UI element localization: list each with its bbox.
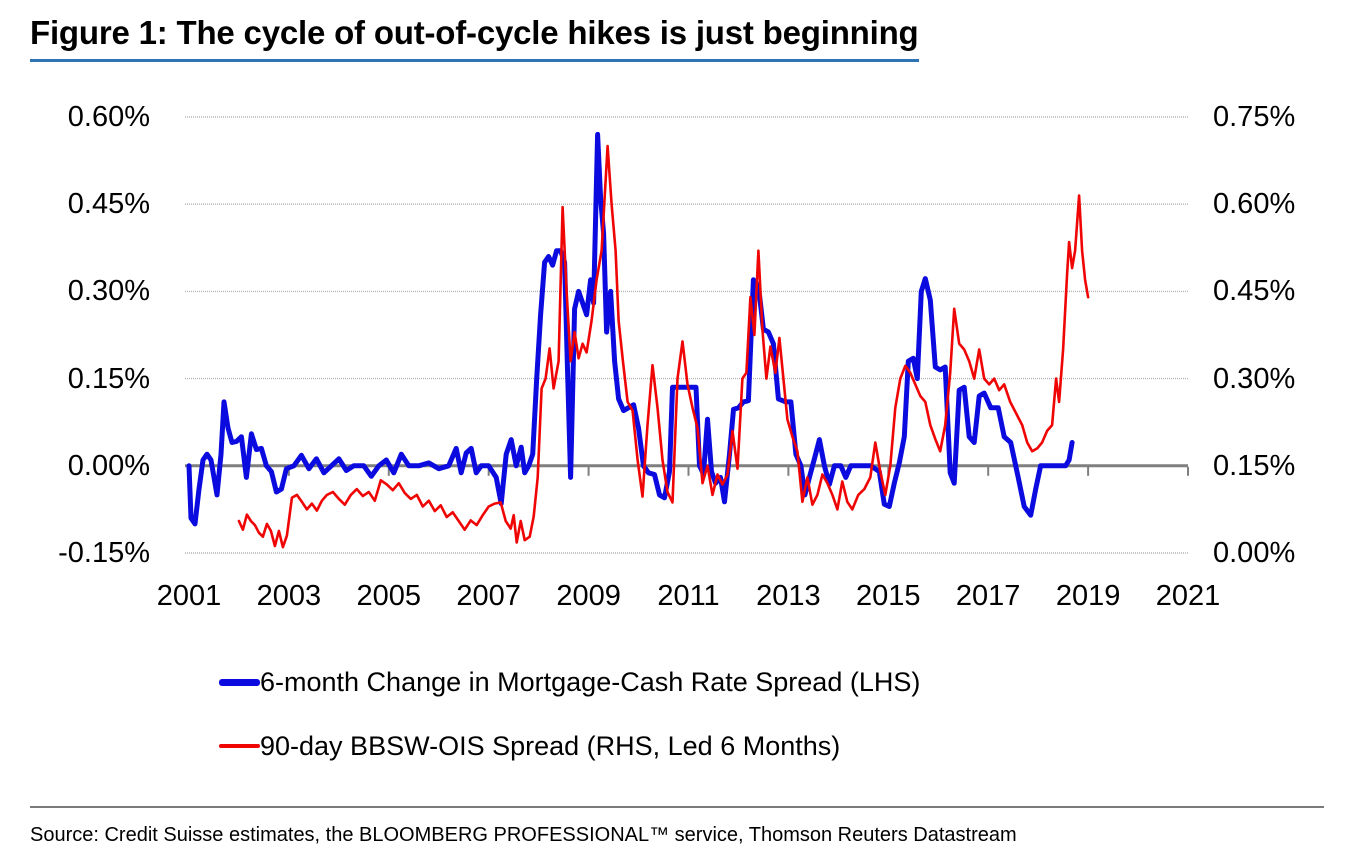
red-line-swatch — [219, 744, 260, 748]
blue-line-swatch — [219, 678, 260, 686]
x-axis-tick-label: 2001 — [156, 580, 222, 612]
legend-label-blue: 6-month Change in Mortgage-Cash Rate Spr… — [260, 667, 921, 697]
legend-label-red: 90-day BBSW-OIS Spread (RHS, Led 6 Month… — [260, 731, 841, 761]
x-axis-tick-label: 2007 — [456, 580, 521, 612]
x-axis-tick-label: 2005 — [356, 580, 422, 612]
legend-item-blue: 6-month Change in Mortgage-Cash Rate Spr… — [219, 660, 920, 704]
left-axis-tick-label: 0.30% — [67, 275, 150, 308]
x-axis-tick-label: 2021 — [1155, 580, 1221, 612]
blue-series-line — [186, 131, 1075, 527]
legend-item-red: 90-day BBSW-OIS Spread (RHS, Led 6 Month… — [219, 724, 920, 768]
x-axis-tick-label: 2013 — [756, 580, 821, 612]
right-axis-tick-label: 0.60% — [1213, 188, 1296, 221]
left-axis-tick-label: 0.15% — [67, 362, 150, 395]
footer-divider — [30, 806, 1324, 808]
figure-title: Figure 1: The cycle of out-of-cycle hike… — [30, 14, 919, 62]
right-axis-tick-label: 0.00% — [1213, 537, 1296, 569]
right-axis-tick-label: 0.15% — [1213, 449, 1296, 482]
x-axis-tick-label: 2015 — [856, 580, 921, 612]
left-axis-tick-label: 0.00% — [67, 449, 150, 482]
left-axis-tick-label: 0.45% — [67, 188, 150, 221]
red-series-line — [237, 144, 1090, 549]
x-axis-tick-label: 2009 — [556, 580, 621, 612]
x-axis-tick-label: 2003 — [256, 580, 322, 612]
left-axis-tick-label: 0.60% — [67, 101, 150, 133]
chart-legend: 6-month Change in Mortgage-Cash Rate Spr… — [219, 660, 920, 788]
right-axis-tick-label: 0.75% — [1213, 101, 1296, 133]
source-note: Source: Credit Suisse estimates, the BLO… — [30, 824, 1017, 846]
x-axis-tick-label: 2017 — [955, 580, 1021, 612]
x-axis-tick-label: 2011 — [657, 580, 720, 612]
left-axis-tick-label: -0.15% — [58, 537, 150, 569]
right-axis-tick-label: 0.45% — [1213, 275, 1296, 308]
right-axis-tick-label: 0.30% — [1213, 362, 1296, 395]
x-axis-tick-label: 2019 — [1055, 580, 1121, 612]
chart-svg — [185, 116, 1189, 554]
